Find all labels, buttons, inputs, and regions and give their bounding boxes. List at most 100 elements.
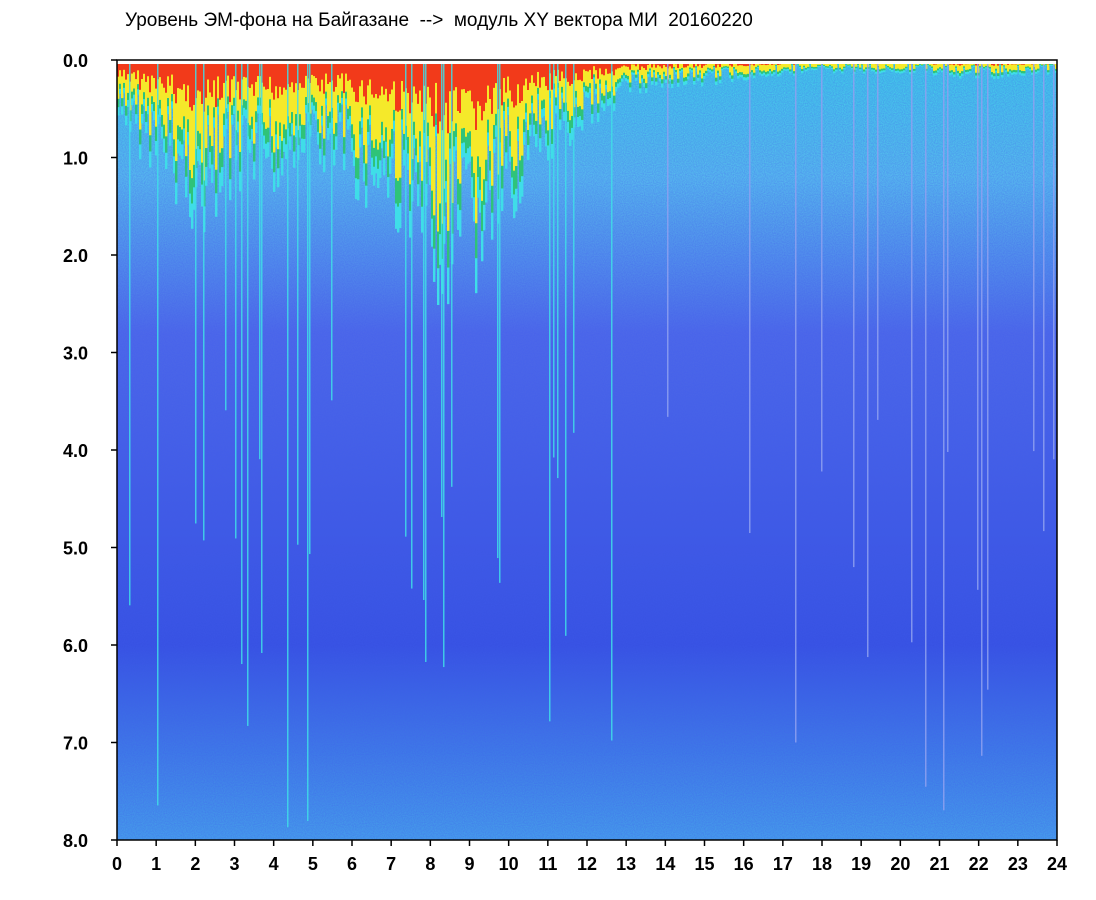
- x-tick-label: 20: [890, 854, 910, 874]
- heat-column: [425, 60, 428, 662]
- heat-column: [599, 60, 602, 88]
- heat-column: [561, 60, 564, 99]
- heat-column: [267, 60, 270, 157]
- heat-column: [277, 60, 280, 188]
- heat-column: [405, 60, 408, 537]
- heat-column: [401, 60, 404, 130]
- heat-column: [195, 60, 198, 524]
- heat-column: [223, 60, 226, 137]
- x-tick-label: 14: [655, 854, 675, 874]
- heat-column: [255, 60, 258, 134]
- heat-column: [421, 60, 424, 233]
- heat-column: [377, 60, 380, 188]
- heat-column: [221, 60, 224, 186]
- heat-column: [201, 60, 204, 207]
- heat-column: [549, 60, 552, 722]
- heat-column: [337, 60, 340, 111]
- x-tick-label: 23: [1008, 854, 1028, 874]
- heat-column: [613, 60, 616, 111]
- heat-column: [165, 60, 168, 170]
- x-tick-label: 16: [734, 854, 754, 874]
- heat-column: [319, 60, 322, 165]
- heat-column: [155, 60, 158, 156]
- heat-column: [191, 60, 194, 229]
- heat-column: [365, 60, 368, 208]
- heat-column: [525, 60, 528, 122]
- x-axis: 0 1 2 3 4 5 6 7 8 9 10 11 12 13 14 15 16 17 18 19 20 21 22 23 24: [112, 840, 1067, 874]
- heat-column: [175, 60, 178, 205]
- heat-column: [399, 60, 402, 229]
- heat-column: [251, 60, 254, 142]
- heat-column: [671, 60, 674, 88]
- heat-column: [441, 60, 444, 517]
- y-tick-label: 3.0: [63, 344, 88, 364]
- heat-column: [583, 60, 586, 92]
- heat-column: [591, 60, 594, 124]
- heat-column: [431, 60, 434, 247]
- x-tick-label: 18: [812, 854, 832, 874]
- heat-column: [281, 60, 284, 176]
- heat-column: [359, 60, 362, 148]
- heat-column: [349, 60, 352, 126]
- heat-column: [371, 60, 374, 175]
- heat-column: [373, 60, 376, 186]
- heat-column: [187, 60, 190, 145]
- heat-column: [529, 60, 532, 137]
- heat-column: [597, 60, 600, 123]
- heat-column: [361, 60, 364, 128]
- heat-column: [185, 60, 188, 198]
- heat-column: [225, 60, 228, 411]
- heat-column: [135, 60, 138, 124]
- y-tick-label: 6.0: [63, 636, 88, 656]
- heat-column: [381, 60, 384, 149]
- heat-column: [363, 60, 366, 182]
- x-tick-label: 17: [773, 854, 793, 874]
- heat-column: [551, 60, 554, 159]
- heat-column: [511, 60, 514, 199]
- heat-column: [149, 60, 152, 168]
- heat-column: [343, 60, 346, 171]
- heat-column: [569, 60, 572, 146]
- heat-column: [557, 60, 560, 479]
- heat-column: [305, 60, 308, 113]
- heat-column: [537, 60, 540, 100]
- heat-column: [543, 60, 546, 117]
- x-tick-label: 7: [386, 854, 396, 874]
- heat-column: [433, 60, 436, 282]
- heat-column: [321, 60, 324, 126]
- heat-column: [417, 60, 420, 207]
- heat-column: [125, 60, 128, 126]
- heat-column: [211, 60, 214, 183]
- x-tick-label: 21: [929, 854, 949, 874]
- x-tick-label: 8: [425, 854, 435, 874]
- heat-column: [667, 60, 670, 417]
- heat-column: [285, 60, 288, 160]
- heat-column: [585, 60, 588, 97]
- heat-column: [297, 60, 300, 545]
- heat-column: [289, 60, 292, 150]
- heat-column: [395, 60, 398, 229]
- heat-column: [507, 60, 510, 116]
- heat-column: [131, 60, 134, 106]
- heat-column: [577, 60, 580, 128]
- heat-column: [117, 60, 120, 116]
- heat-column: [263, 60, 266, 149]
- heat-column: [481, 60, 484, 262]
- heat-column: [309, 60, 312, 555]
- heat-column: [347, 60, 350, 130]
- heat-column: [259, 60, 262, 460]
- heat-column: [475, 60, 478, 294]
- heat-column: [269, 60, 272, 117]
- heat-column: [427, 60, 430, 150]
- x-tick-label: 24: [1047, 854, 1067, 874]
- heat-column: [353, 60, 356, 167]
- heat-column: [643, 60, 646, 87]
- x-tick-label: 9: [464, 854, 474, 874]
- x-tick-label: 13: [616, 854, 636, 874]
- heat-column: [465, 60, 468, 170]
- x-tick-label: 0: [112, 854, 122, 874]
- heat-column: [479, 60, 482, 213]
- x-tick-label: 2: [190, 854, 200, 874]
- heat-column: [213, 60, 216, 128]
